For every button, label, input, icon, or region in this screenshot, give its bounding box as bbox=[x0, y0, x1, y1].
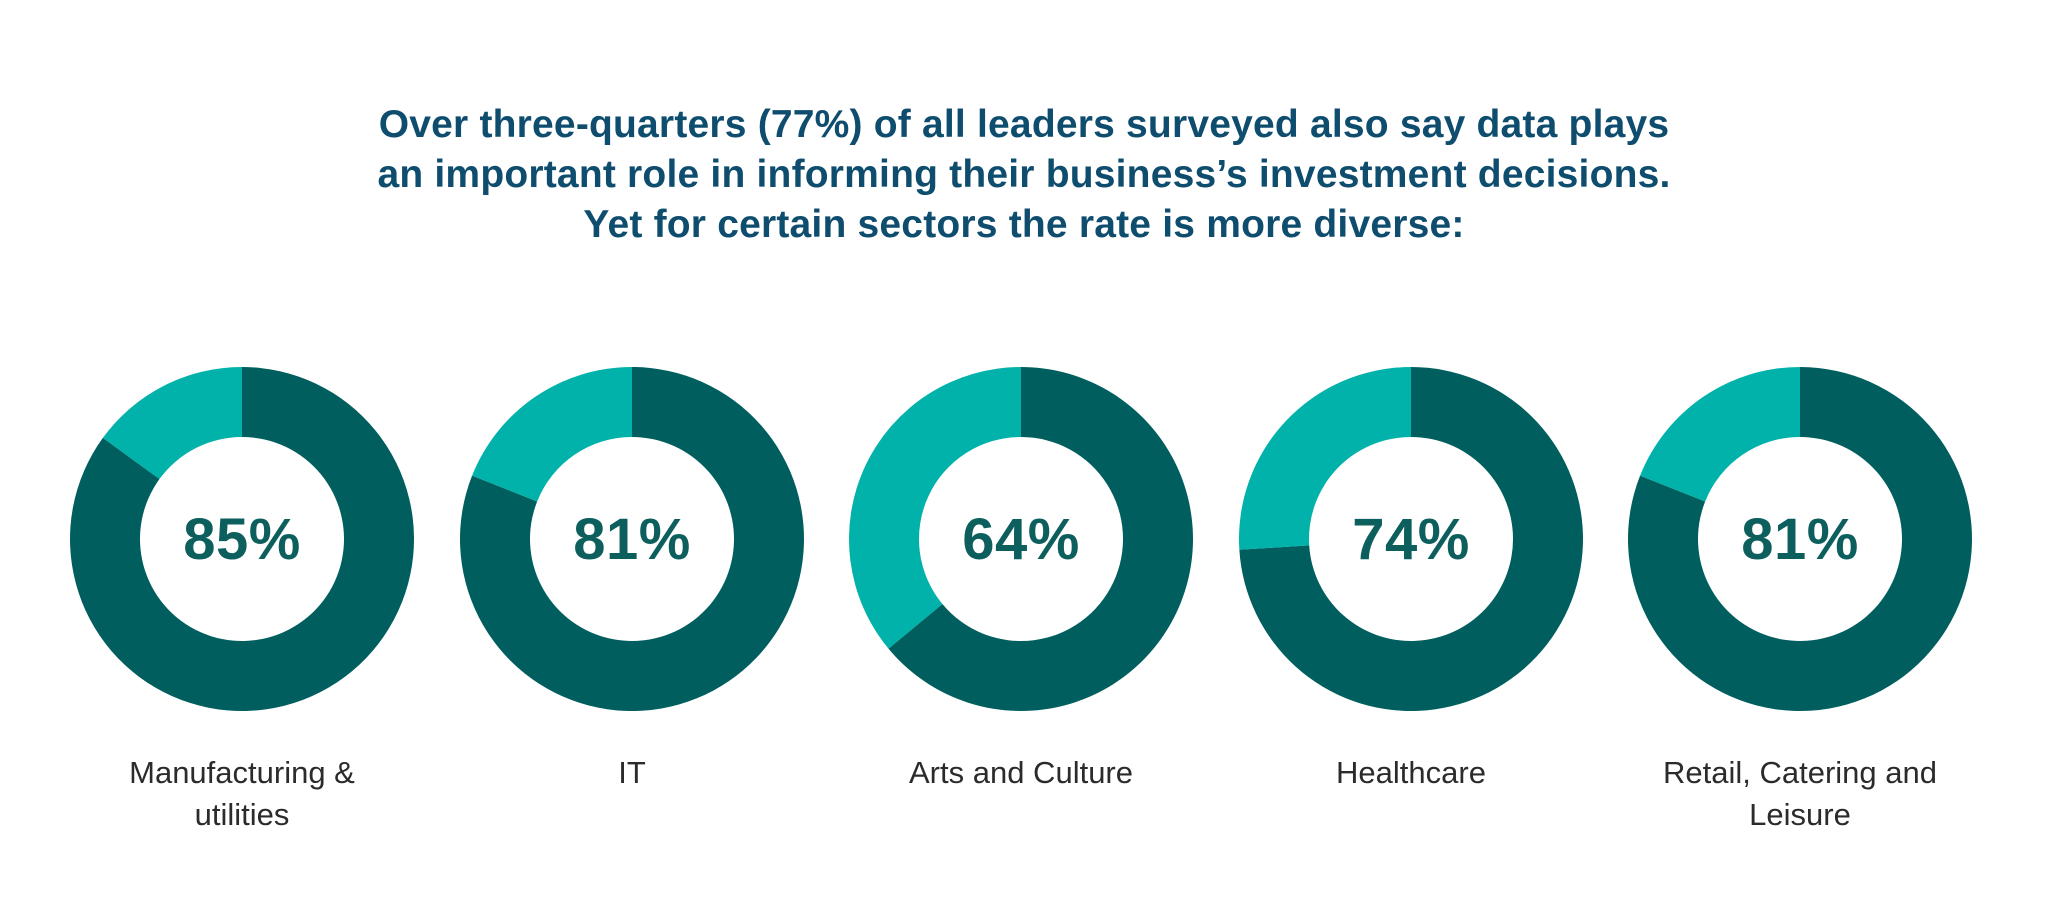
donut-value: 81% bbox=[573, 506, 691, 572]
category-label-it: IT bbox=[452, 752, 812, 794]
headline-line-1: Over three-quarters (77%) of all leaders… bbox=[378, 103, 1670, 146]
donut-chart-it: 81% bbox=[459, 366, 805, 712]
category-label-healthcare: Healthcare bbox=[1231, 752, 1591, 794]
donut-segment-remainder bbox=[102, 367, 242, 480]
category-label-retail: Retail, Catering and Leisure bbox=[1620, 752, 1980, 836]
category-label-line: Arts and Culture bbox=[909, 755, 1133, 790]
donut-ring bbox=[1628, 367, 1972, 711]
headline: Over three-quarters (77%) of all leaders… bbox=[0, 100, 2048, 250]
category-label-line: utilities bbox=[194, 797, 290, 832]
donut-segment-value bbox=[1239, 367, 1583, 711]
donut-segment-remainder bbox=[849, 367, 1021, 649]
donut-segment-remainder bbox=[1239, 367, 1411, 550]
donut-value: 85% bbox=[183, 506, 301, 572]
donut-chart-manufacturing: 85% bbox=[69, 366, 415, 712]
donut-segment-value bbox=[70, 367, 415, 711]
donut-segment-value bbox=[1628, 367, 1972, 711]
donut-value: 81% bbox=[1741, 506, 1859, 572]
donut-chart-retail: 81% bbox=[1627, 366, 1973, 712]
donut-segment-remainder bbox=[1640, 367, 1800, 502]
donut-ring bbox=[1239, 367, 1583, 711]
donut-ring bbox=[70, 367, 415, 711]
donut-chart-healthcare: 74% bbox=[1238, 366, 1584, 712]
donut-ring bbox=[459, 367, 804, 711]
donut-value: 74% bbox=[1352, 506, 1470, 572]
category-label-line: Manufacturing & bbox=[129, 755, 355, 790]
category-label-line: Retail, Catering and bbox=[1663, 755, 1937, 790]
headline-line-2: an important role in informing their bus… bbox=[377, 153, 1671, 196]
donut-segment-value bbox=[459, 367, 804, 711]
category-label-arts-and-culture: Arts and Culture bbox=[841, 752, 1201, 794]
donut-ring bbox=[849, 367, 1193, 711]
category-label-line: IT bbox=[618, 755, 646, 790]
category-label-manufacturing: Manufacturing & utilities bbox=[62, 752, 422, 836]
donut-segment-value bbox=[888, 367, 1193, 711]
donut-value: 64% bbox=[962, 506, 1080, 572]
headline-line-3: Yet for certain sectors the rate is more… bbox=[583, 203, 1465, 246]
category-label-line: Leisure bbox=[1749, 797, 1851, 832]
donut-chart-arts-and-culture: 64% bbox=[848, 366, 1194, 712]
donut-segment-remainder bbox=[472, 367, 632, 502]
category-label-line: Healthcare bbox=[1336, 755, 1486, 790]
